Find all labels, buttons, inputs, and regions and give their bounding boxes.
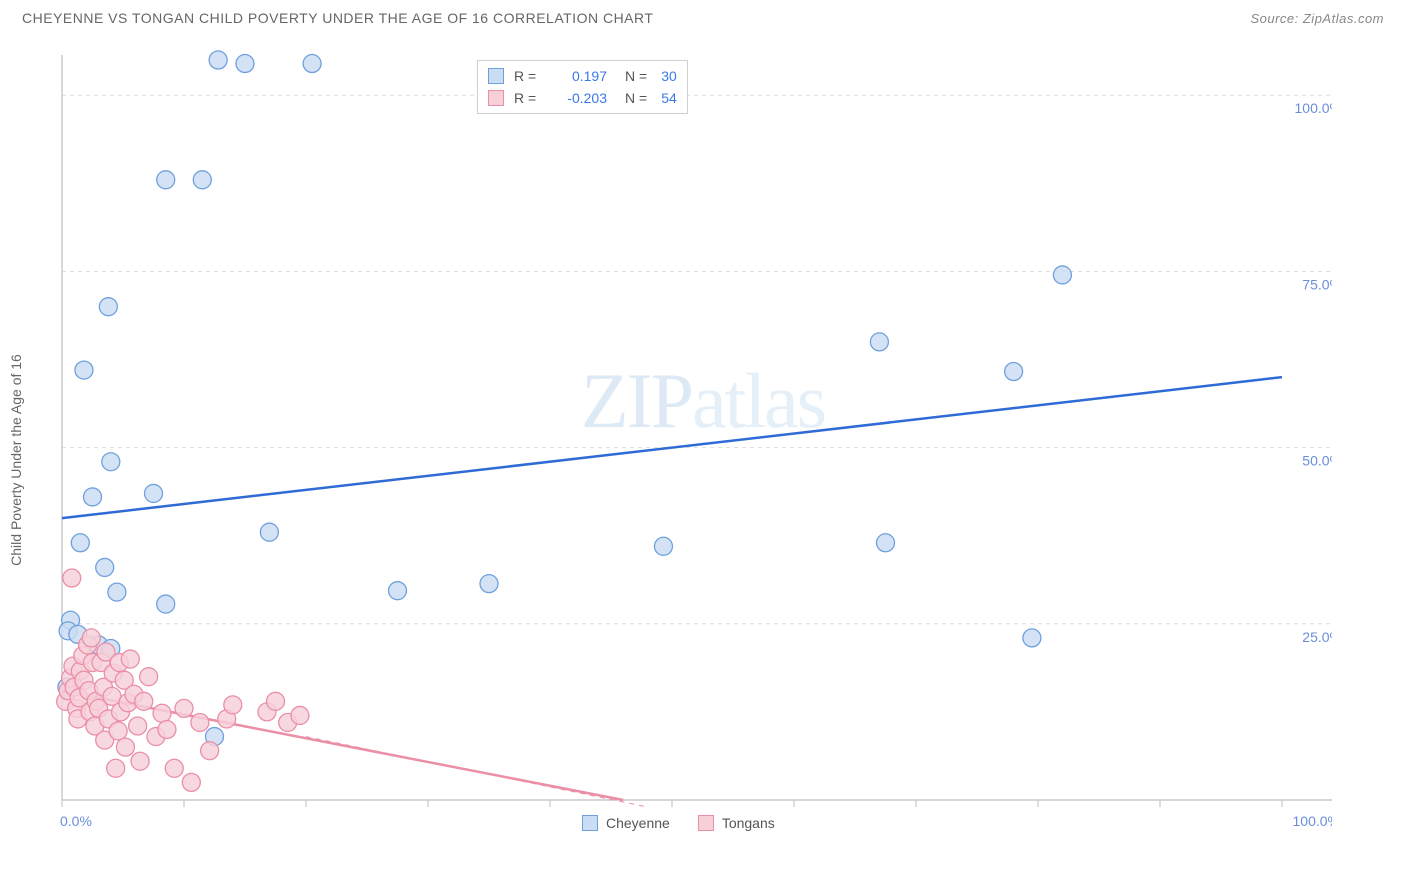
scatter-point [96, 558, 114, 576]
y-tick-label: 50.0% [1302, 453, 1332, 469]
legend-item: Tongans [698, 815, 775, 831]
scatter-point [291, 706, 309, 724]
scatter-point [389, 582, 407, 600]
scatter-point [209, 51, 227, 69]
legend-label: Tongans [722, 815, 775, 831]
series-legend: Cheyenne Tongans [582, 815, 775, 831]
legend-n-label: N = [625, 87, 647, 109]
correlation-legend: R = 0.197 N = 30 R = -0.203 N = 54 [477, 60, 688, 114]
legend-swatch [488, 90, 504, 106]
scatter-point [116, 738, 134, 756]
trend-line [62, 377, 1282, 518]
scatter-point [107, 759, 125, 777]
scatter-point [131, 752, 149, 770]
legend-n-value: 30 [661, 65, 677, 87]
legend-r-value: 0.197 [552, 65, 607, 87]
scatter-point [870, 333, 888, 351]
legend-item: Cheyenne [582, 815, 670, 831]
legend-swatch [582, 815, 598, 831]
scatter-point [140, 668, 158, 686]
scatter-point [182, 773, 200, 791]
scatter-point [157, 595, 175, 613]
scatter-point [191, 713, 209, 731]
scatter-point [480, 575, 498, 593]
x-tick-label: 0.0% [60, 813, 92, 829]
legend-r-value: -0.203 [552, 87, 607, 109]
scatter-chart: 25.0% 50.0% 75.0% 100.0% 0.0% 100.0% [22, 40, 1332, 840]
y-tick-label: 100.0% [1295, 100, 1332, 116]
legend-n-label: N = [625, 65, 647, 87]
chart-header: CHEYENNE VS TONGAN CHILD POVERTY UNDER T… [0, 0, 1406, 32]
legend-row: R = -0.203 N = 54 [488, 87, 677, 109]
y-tick-label: 25.0% [1302, 629, 1332, 645]
scatter-point [75, 361, 93, 379]
scatter-point [193, 171, 211, 189]
scatter-point [108, 583, 126, 601]
scatter-point [71, 534, 89, 552]
scatter-point [84, 488, 102, 506]
scatter-point [260, 523, 278, 541]
scatter-point [99, 298, 117, 316]
scatter-point [236, 55, 254, 73]
scatter-point [129, 717, 147, 735]
scatter-point [1023, 629, 1041, 647]
scatter-point [201, 742, 219, 760]
legend-label: Cheyenne [606, 815, 670, 831]
scatter-point [102, 453, 120, 471]
scatter-point [654, 537, 672, 555]
scatter-point [158, 721, 176, 739]
y-tick-label: 75.0% [1302, 276, 1332, 292]
scatter-point [121, 650, 139, 668]
scatter-point [135, 692, 153, 710]
scatter-point [145, 484, 163, 502]
scatter-point [165, 759, 183, 777]
legend-swatch [698, 815, 714, 831]
chart-area: Child Poverty Under the Age of 16 25.0%5… [22, 40, 1384, 880]
legend-row: R = 0.197 N = 30 [488, 65, 677, 87]
legend-swatch [488, 68, 504, 84]
scatter-point [109, 722, 127, 740]
x-tick-label: 100.0% [1293, 813, 1332, 829]
scatter-point [153, 704, 171, 722]
legend-n-value: 54 [661, 87, 677, 109]
scatter-point [157, 171, 175, 189]
y-axis-label: Child Poverty Under the Age of 16 [8, 354, 24, 566]
legend-r-label: R = [514, 65, 542, 87]
scatter-point [82, 629, 100, 647]
scatter-point [63, 569, 81, 587]
scatter-point [877, 534, 895, 552]
chart-title: CHEYENNE VS TONGAN CHILD POVERTY UNDER T… [22, 10, 653, 26]
legend-r-label: R = [514, 87, 542, 109]
scatter-point [1005, 363, 1023, 381]
scatter-point [303, 55, 321, 73]
scatter-point [175, 699, 193, 717]
chart-source: Source: ZipAtlas.com [1250, 11, 1384, 26]
scatter-point [224, 696, 242, 714]
scatter-point [1053, 266, 1071, 284]
scatter-point [267, 692, 285, 710]
